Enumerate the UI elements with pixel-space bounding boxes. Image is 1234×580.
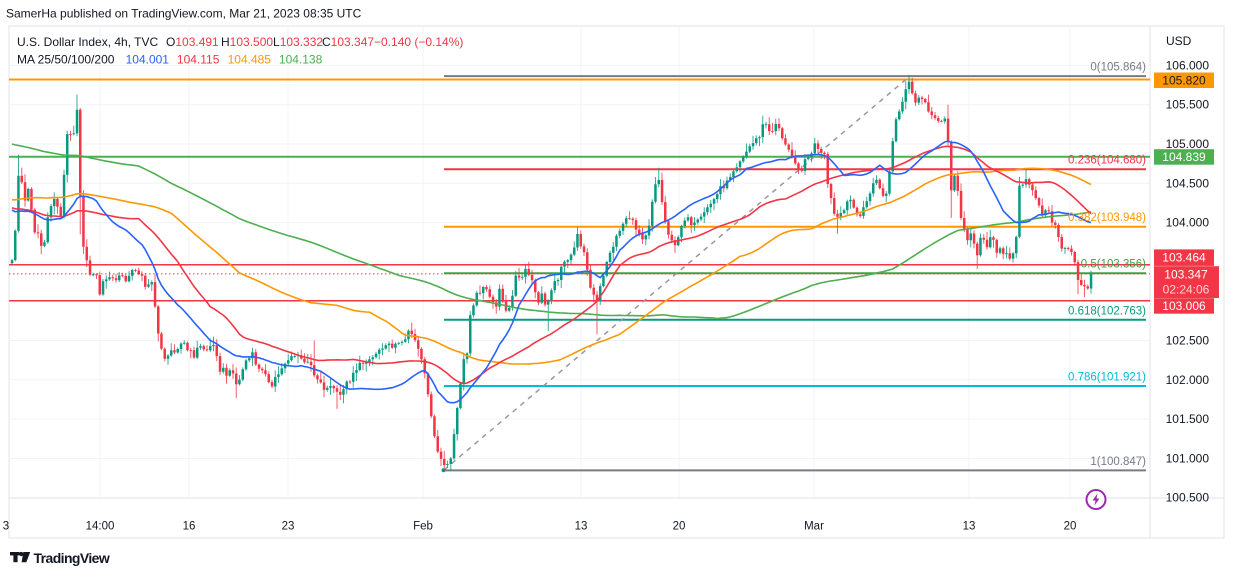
svg-text:103.464: 103.464 [1162, 251, 1206, 265]
svg-text:TradingView: TradingView [34, 550, 110, 566]
svg-text:105.000: 105.000 [1166, 137, 1210, 151]
svg-text:105.820: 105.820 [1162, 73, 1206, 87]
svg-text:100.500: 100.500 [1166, 491, 1210, 505]
svg-text:1(100.847): 1(100.847) [1090, 456, 1146, 468]
svg-text:103.347: 103.347 [1164, 268, 1208, 282]
svg-text:102.000: 102.000 [1166, 373, 1210, 387]
svg-text:102.500: 102.500 [1166, 334, 1210, 348]
svg-text:Mar: Mar [804, 521, 824, 533]
svg-text:16: 16 [183, 521, 196, 533]
svg-text:USD: USD [1166, 34, 1192, 48]
svg-text:106.000: 106.000 [1166, 58, 1210, 72]
svg-text:104.138: 104.138 [279, 53, 323, 67]
svg-text:0.786(101.921): 0.786(101.921) [1068, 372, 1146, 384]
svg-text:20: 20 [673, 521, 686, 533]
svg-text:104.485: 104.485 [228, 53, 272, 67]
svg-text:20: 20 [1064, 521, 1077, 533]
svg-text:0.236(104.680): 0.236(104.680) [1068, 155, 1146, 167]
svg-text:0(105.864): 0(105.864) [1090, 62, 1146, 74]
svg-text:0.618(102.763): 0.618(102.763) [1068, 305, 1146, 317]
svg-text:U.S. Dollar Index, 4h, TVC: U.S. Dollar Index, 4h, TVC [17, 35, 159, 49]
svg-text:103.006: 103.006 [1162, 299, 1206, 313]
svg-text:101.500: 101.500 [1166, 412, 1210, 426]
svg-text:23: 23 [282, 521, 295, 533]
svg-text:Feb: Feb [413, 521, 433, 533]
svg-text:02:24:06: 02:24:06 [1163, 283, 1210, 297]
svg-text:104.001: 104.001 [126, 53, 170, 67]
svg-text:104.839: 104.839 [1162, 150, 1206, 164]
svg-text:104.500: 104.500 [1166, 176, 1210, 190]
svg-text:SamerHa published on TradingVi: SamerHa published on TradingView.com, Ma… [6, 7, 362, 21]
svg-text:105.500: 105.500 [1166, 98, 1210, 112]
svg-text:0.5(103.356): 0.5(103.356) [1081, 259, 1146, 271]
svg-text:3: 3 [3, 521, 9, 533]
svg-text:13: 13 [963, 521, 976, 533]
svg-text:MA 25/50/100/200: MA 25/50/100/200 [17, 53, 115, 67]
svg-text:14:00: 14:00 [86, 521, 115, 533]
svg-text:104.115: 104.115 [177, 53, 220, 67]
svg-text:104.000: 104.000 [1166, 216, 1210, 230]
svg-text:13: 13 [575, 521, 588, 533]
svg-text:0.382(103.948): 0.382(103.948) [1068, 212, 1146, 224]
svg-text:101.000: 101.000 [1166, 451, 1210, 465]
